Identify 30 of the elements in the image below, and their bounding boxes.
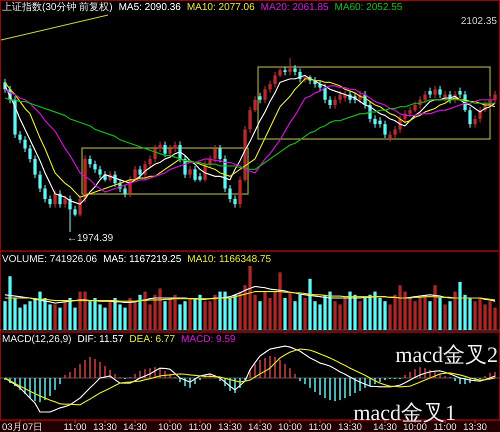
text: DEA: 6.77	[129, 334, 176, 345]
text: 2102.35	[460, 16, 498, 27]
chart-title: VOLUME: 741926.06	[2, 254, 98, 265]
x-tick-label: 11:00	[433, 422, 457, 432]
annotation: macd金叉2	[395, 342, 498, 367]
x-tick-label: 10:00	[158, 422, 182, 432]
x-tick-label: 14:30	[248, 422, 272, 432]
chart-title: MACD(12,26,9)	[2, 334, 72, 345]
text: MA60: 2052.55	[334, 2, 403, 13]
text: MA5: 2090.36	[118, 2, 182, 13]
x-tick-label: 13:30	[218, 422, 242, 432]
text: MA10: 2077.06	[186, 2, 256, 13]
x-tick-label: 10:00	[403, 422, 427, 432]
x-tick-label: 10:00	[278, 422, 302, 432]
text: MA10: 1166348.75	[187, 254, 272, 265]
x-tick-label: 11:00	[188, 422, 212, 432]
chart-title: 上证指数(30分钟 前复权)	[2, 1, 113, 13]
x-tick-label: 13:30	[338, 422, 362, 432]
x-tick-label: 14:30	[123, 422, 147, 432]
text: DIF: 11.57	[77, 334, 124, 345]
text: MA20: 2061.85	[260, 2, 329, 13]
text: MA5: 1167219.25	[103, 254, 182, 265]
x-tick-label: 14:30	[373, 422, 397, 432]
x-tick-label: 13:30	[463, 422, 487, 432]
x-tick-label: 11:00	[308, 422, 332, 432]
x-tick-label: 03月07日	[2, 422, 44, 432]
x-tick-label: 11:00	[63, 422, 87, 432]
x-tick-label: 13:30	[93, 422, 117, 432]
text: ←1974.39	[67, 233, 114, 244]
text: MACD: 9.59	[181, 334, 236, 345]
